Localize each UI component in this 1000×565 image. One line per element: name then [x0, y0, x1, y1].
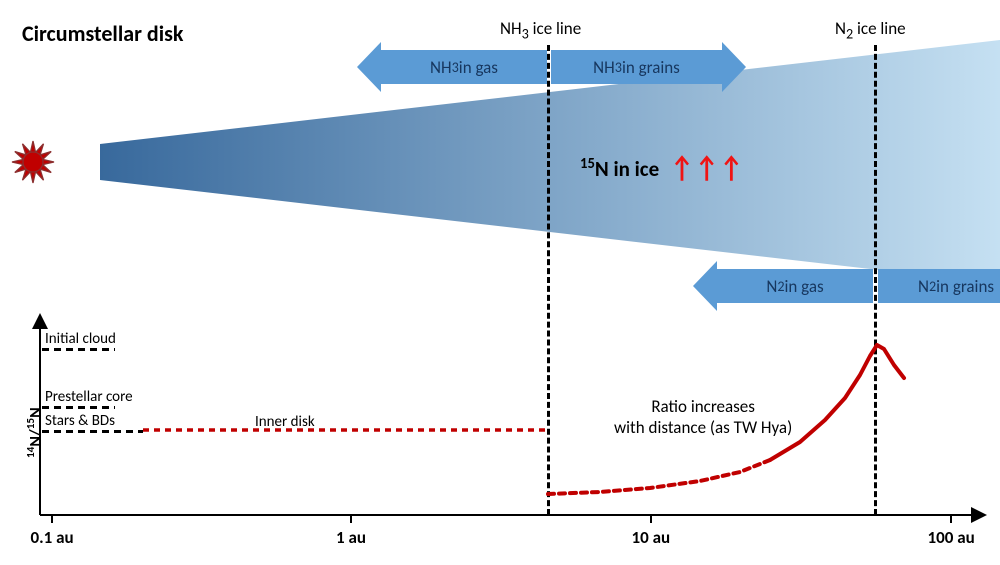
x-tick-label: 10 au: [632, 527, 671, 548]
x-tick-label: 100 au: [928, 527, 975, 548]
x-tick-label: 1 au: [336, 527, 366, 548]
level-label: Initial cloud: [45, 330, 116, 348]
n2-ice-line: [874, 45, 877, 515]
arrow-n2-gas: N2 in gas: [693, 269, 873, 303]
level-label: Prestellar core: [45, 388, 133, 406]
n2-ice-line-label: N2 ice line: [835, 18, 906, 42]
nh3-ice-line-label: NH3 ice line: [500, 18, 581, 42]
level-dash: [42, 406, 115, 409]
x-tick: [650, 515, 652, 523]
arrow-n2-grains: N2 in grains: [878, 269, 1000, 303]
level-label: Stars & BDs: [45, 412, 115, 430]
x-axis: [40, 514, 985, 516]
x-tick: [51, 515, 53, 523]
level-dash: [42, 430, 143, 433]
page-title: Circumstellar disk: [22, 20, 183, 47]
arrow-nh3-gas: NH3 in gas: [357, 50, 547, 84]
nh3-ice-line: [547, 45, 550, 515]
x-tick: [350, 515, 352, 523]
star-icon: [8, 137, 58, 187]
x-tick: [950, 515, 952, 523]
arrow-nh3-grains: NH3 in grains: [551, 50, 746, 84]
inner-disk-label: Inner disk: [255, 413, 315, 431]
ratio-text: Ratio increaseswith distance (as TW Hya): [614, 396, 792, 438]
n15-in-ice-label: 15N in ice ↑↑↑: [580, 152, 743, 183]
level-dash: [42, 348, 115, 351]
x-tick-label: 0.1 au: [31, 527, 74, 548]
